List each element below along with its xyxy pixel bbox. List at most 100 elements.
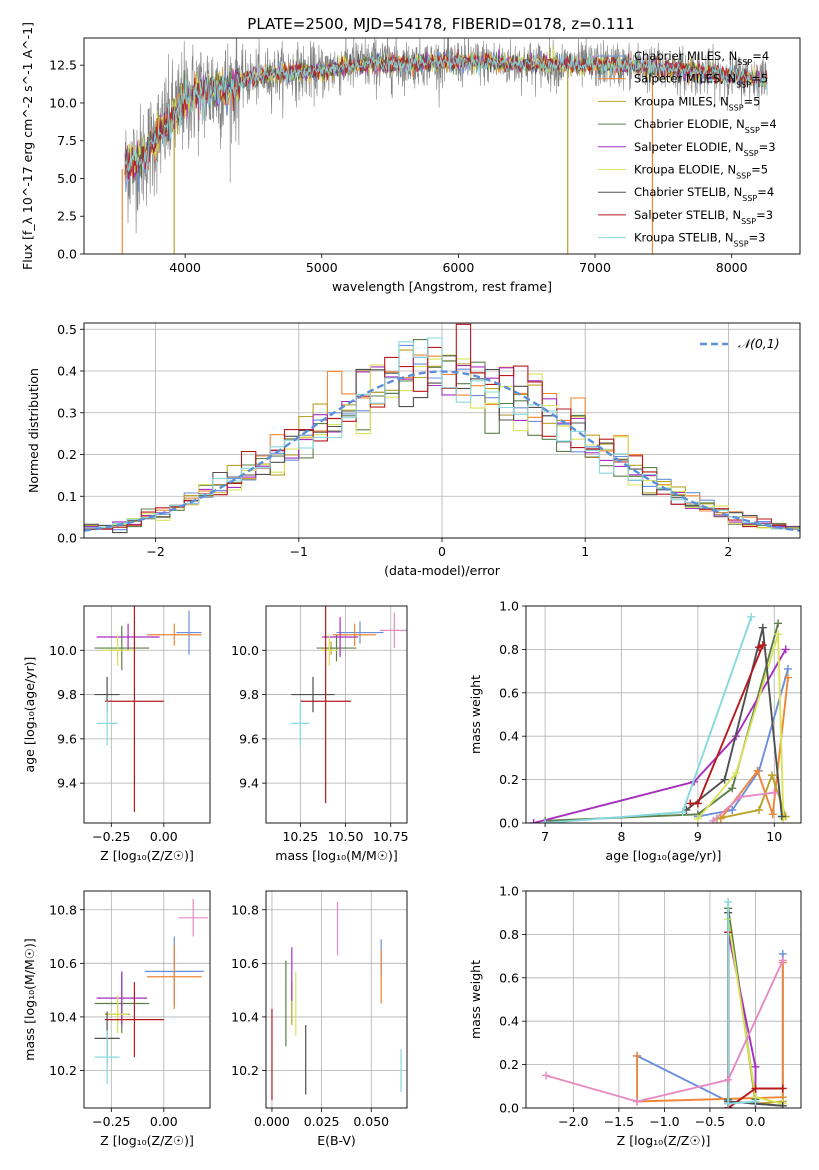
errorbar-salp_elodie: [96, 623, 160, 651]
y-tick-label: 9.6: [57, 731, 77, 746]
x-axis-label: Z [log₁₀(Z/Z☉)]: [100, 848, 194, 863]
y-tick-label: 9.4: [57, 776, 77, 791]
mass-weight-marker-salp_elodie: [751, 1062, 760, 1071]
mass-weight-marker-krou_stelib: [747, 612, 756, 621]
plot-area-mass_vs_EBV: [271, 901, 402, 1100]
mass-weight-line-salp_elodie: [727, 932, 757, 1108]
y-tick-label: 0.0: [57, 247, 77, 262]
errorbar-pink_extra: [178, 899, 208, 937]
mass-weight-marker-pink_extra: [633, 1097, 642, 1106]
y-tick-label: 10.4: [49, 1009, 77, 1024]
x-tick-label: 9: [694, 829, 702, 844]
y-tick-label: 0.4: [57, 364, 77, 379]
x-tick-label: 7000: [579, 260, 611, 275]
y-tick-label: 10.0: [49, 643, 77, 658]
panel-mass_vs_EBV: 0.000 0.025 0.050 10.2 10.4 10.6 10.8 E(B-V): [231, 890, 408, 1148]
mass-weight-marker-krou_elodie: [732, 769, 741, 778]
errorbar-chab_miles: [176, 610, 202, 655]
mass-weight-marker-krou_stelib: [751, 1097, 760, 1106]
legend-label-chab_stelib: Chabrier STELIB, NSSP=4: [634, 185, 774, 203]
mass-weight-marker-chab_elodie: [728, 784, 737, 793]
legend-label-krou_stelib: Kroupa STELIB, NSSP=3: [634, 231, 765, 249]
errorbar-pink_extra: [379, 612, 407, 649]
legend-label-chab_elodie: Chabrier ELODIE, NSSP=4: [634, 117, 777, 135]
panel-residuals: −2 −1 0 1 2 0.0 0.1 0.2 0.3 0.4 0.5 (data-model)/er…: [26, 322, 801, 578]
x-tick-label: −1: [290, 544, 308, 559]
panel-age_vs_Z: −0.25 0.00 9.4 9.6 9.8 10.0 Z [log₁₀(Z/Z☉)] age…: [22, 605, 211, 863]
x-axis-label: (data-model)/error: [384, 563, 501, 578]
y-tick-label: 2.5: [57, 209, 77, 224]
errorbar-krou_elodie: [320, 634, 339, 666]
errorbar-salp_elodie: [322, 617, 359, 657]
plot-area-age_vs_mass: [291, 606, 407, 804]
normal-reference-line: [84, 370, 800, 532]
y-tick-label: 0.0: [499, 1101, 519, 1116]
y-tick-label: 10.0: [49, 95, 77, 110]
errorbar-salp_stelib: [105, 606, 164, 812]
panel-massweight_vs_Z: −2.0 −1.5 −1.0 −0.5 0.0 0.0 0.2 0.4 0.6 0.8 1.0 Z […: [468, 884, 802, 1148]
y-tick-label: 10.0: [231, 643, 259, 658]
x-axis-label: age [log₁₀(age/yr)]: [606, 848, 722, 863]
x-tick-label: 10.25: [282, 829, 318, 844]
mass-weight-marker-salp_elodie: [529, 819, 538, 823]
mass-weight-marker-krou_stelib: [541, 819, 550, 823]
y-tick-label: 0.1: [57, 489, 77, 504]
y-tick-label: 10.2: [231, 1063, 259, 1078]
axes-frame: [83, 322, 801, 539]
errorbar-salp_stelib: [300, 606, 351, 804]
y-tick-label: 10.8: [49, 902, 77, 917]
x-tick-label: −0.25: [92, 829, 130, 844]
mass-weight-marker-chab_stelib: [778, 1101, 787, 1108]
x-tick-label: 2: [724, 544, 732, 559]
panels: 4000 5000 6000 7000 80000.02.55.07.510.012.5…: [20, 22, 802, 1148]
errorbar-krou_elodie: [107, 995, 129, 1033]
axes-frame: [83, 605, 211, 824]
y-axis-label: Normed distribution: [26, 368, 41, 493]
mass-weight-marker-pink_extra: [724, 1075, 733, 1084]
y-tick-label: 0.5: [57, 322, 77, 337]
mass-weight-line-salp_miles: [720, 677, 789, 820]
x-tick-label: 0.050: [353, 1114, 389, 1129]
errorbar-krou_elodie: [100, 634, 135, 666]
y-tick-label: 0.3: [57, 405, 77, 420]
y-tick-label: 0.4: [499, 729, 519, 744]
y-axis-label: mass [log₁₀(M/M☉)]: [22, 938, 37, 1060]
axes-frame: [83, 890, 211, 1109]
mass-weight-line-krou_miles: [716, 772, 787, 820]
mass-weight-marker-pink_extra: [770, 788, 779, 797]
residual-hist-krou_stelib: [84, 337, 800, 530]
mass-weight-line-salp_miles: [636, 962, 784, 1103]
x-tick-label: −2.0: [558, 1114, 588, 1129]
mass-weight-marker-krou_stelib: [678, 808, 687, 817]
mass-weight-marker-salp_stelib: [693, 799, 702, 808]
mass-weight-marker-salp_stelib: [751, 1084, 760, 1093]
figure-title: PLATE=2500, MJD=54178, FIBERID=0178, z=0…: [247, 15, 634, 33]
mass-weight-line-pink_extra: [545, 960, 784, 1103]
plot-area-massweight_vs_age: [529, 612, 793, 823]
errorbar-chab_elodie: [316, 634, 357, 662]
x-tick-label: −2: [146, 544, 164, 559]
y-tick-label: 7.5: [57, 133, 77, 148]
y-tick-label: 1.0: [499, 599, 519, 614]
x-tick-label: −1.5: [604, 1114, 634, 1129]
mass-weight-marker-salp_miles: [784, 673, 793, 682]
plot-area-age_vs_Z: [94, 606, 202, 812]
y-tick-label: 0.6: [499, 685, 519, 700]
errorbar-chab_stelib: [291, 676, 335, 713]
y-tick-label: 10.4: [231, 1009, 259, 1024]
mass-weight-marker-salp_stelib: [686, 799, 695, 808]
mass-weight-marker-krou_elodie: [693, 814, 702, 823]
panel-massweight_vs_age: 7 8 9 10 0.0 0.2 0.4 0.6 0.8 1.0 age [log₁₀(age/yr…: [468, 599, 802, 863]
y-tick-label: 10.8: [231, 902, 259, 917]
mass-weight-marker-salp_stelib: [778, 1084, 787, 1093]
x-tick-label: 6000: [442, 260, 474, 275]
mass-weight-marker-chab_stelib: [720, 775, 729, 784]
mass-weight-marker-salp_miles: [753, 766, 762, 775]
mass-weight-marker-pink_extra: [542, 1071, 551, 1080]
y-tick-label: 10.6: [231, 956, 259, 971]
y-tick-label: 0.2: [499, 772, 519, 787]
plot-area-massweight_vs_Z: [542, 897, 787, 1108]
y-tick-label: 0.8: [499, 927, 519, 942]
mass-weight-marker-chab_stelib: [777, 812, 786, 821]
